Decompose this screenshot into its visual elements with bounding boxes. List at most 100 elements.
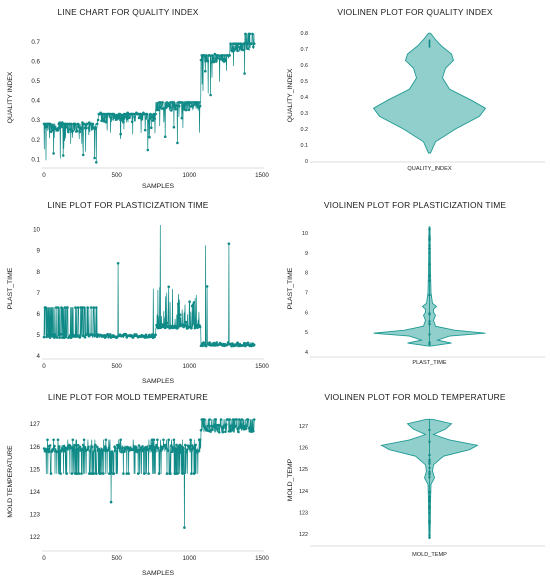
data-point	[183, 526, 186, 529]
data-point	[145, 112, 149, 116]
data-point	[205, 285, 209, 288]
y-tick-label: 126	[299, 446, 308, 452]
data-point	[110, 450, 114, 453]
data-point	[247, 427, 251, 430]
data-point	[122, 450, 126, 453]
data-point	[155, 443, 158, 447]
data-point	[74, 122, 77, 126]
data-point	[87, 445, 90, 449]
data-point	[102, 449, 106, 452]
data-point	[159, 101, 163, 104]
chart-title: LINE CHART FOR QUALITY INDEX	[57, 7, 198, 17]
outlier-point	[428, 234, 431, 238]
y-tick-label: 0.3	[31, 117, 40, 124]
data-point	[156, 446, 160, 450]
data-point	[203, 342, 206, 345]
series-line	[43, 224, 255, 347]
outlier-point	[428, 228, 431, 231]
data-point	[72, 447, 75, 451]
data-point	[240, 418, 244, 421]
data-point	[66, 122, 69, 126]
data-point	[182, 446, 185, 450]
data-point	[232, 49, 236, 52]
data-point	[204, 54, 208, 57]
data-point	[91, 122, 95, 126]
data-point	[86, 306, 89, 309]
data-point	[46, 438, 49, 442]
data-point	[118, 112, 122, 116]
data-point	[76, 306, 80, 309]
data-point	[181, 101, 184, 104]
outlier-point	[428, 476, 431, 479]
y-tick-label: 10	[302, 231, 308, 237]
chart-title: VIOLINEN PLOT FOR PLASTICIZATION TIME	[324, 200, 507, 210]
data-point	[109, 116, 113, 119]
data-point	[192, 472, 196, 475]
data-point	[225, 343, 229, 347]
data-point	[56, 438, 60, 442]
data-point	[147, 119, 150, 123]
data-point	[81, 153, 85, 157]
data-point	[199, 429, 203, 432]
data-point	[66, 306, 69, 309]
y-tick-label: 7	[305, 290, 308, 296]
data-point	[159, 448, 163, 452]
x-tick-label: 1500	[255, 172, 269, 179]
data-point	[44, 306, 47, 309]
data-point	[102, 472, 105, 475]
data-point	[81, 334, 85, 338]
data-point	[212, 424, 216, 427]
data-point	[136, 472, 140, 475]
x-tick-label: 1000	[182, 363, 196, 370]
series-line	[43, 33, 255, 163]
data-point	[175, 104, 178, 107]
data-point	[82, 306, 86, 309]
data-point	[68, 334, 72, 337]
data-point	[93, 449, 96, 452]
y-tick-label: 6	[305, 310, 308, 316]
data-point	[179, 451, 183, 455]
data-point	[214, 59, 218, 63]
data-point	[128, 116, 131, 120]
data-point	[244, 427, 247, 431]
data-point	[224, 57, 227, 61]
y-tick-label: 8	[305, 271, 308, 277]
y-tick-label: 122	[30, 534, 41, 541]
outlier-point	[428, 262, 431, 266]
data-point	[172, 438, 176, 442]
data-point	[190, 326, 193, 330]
data-point	[49, 130, 53, 134]
data-point	[75, 472, 79, 475]
outlier-point	[428, 247, 431, 250]
data-point	[48, 336, 52, 339]
data-point	[150, 115, 154, 119]
data-point	[59, 332, 62, 336]
data-point	[144, 333, 148, 337]
data-point	[211, 54, 214, 57]
x-tick-label: 500	[112, 363, 123, 370]
outlier-point	[428, 500, 431, 503]
data-point	[122, 120, 125, 124]
data-point	[248, 32, 252, 36]
data-point	[199, 58, 203, 62]
data-point	[53, 336, 56, 339]
violin-quality: VIOLINEN PLOT FOR QUALITY INDEX QUALITY_I…	[287, 7, 545, 172]
data-point	[238, 46, 241, 49]
data-point	[158, 105, 162, 109]
data-point	[116, 262, 120, 265]
outlier-point	[428, 506, 431, 510]
data-point	[216, 428, 219, 431]
data-point	[82, 122, 86, 126]
x-axis-label: SAMPLES	[142, 570, 175, 577]
data-point	[190, 101, 194, 104]
data-point	[75, 334, 79, 337]
data-point	[115, 450, 118, 453]
data-point	[68, 128, 72, 131]
data-point	[61, 154, 65, 157]
data-point	[151, 119, 155, 122]
data-point	[238, 426, 242, 429]
data-point	[169, 101, 172, 104]
data-point	[234, 424, 238, 428]
data-point	[132, 112, 136, 116]
data-point	[153, 117, 156, 120]
